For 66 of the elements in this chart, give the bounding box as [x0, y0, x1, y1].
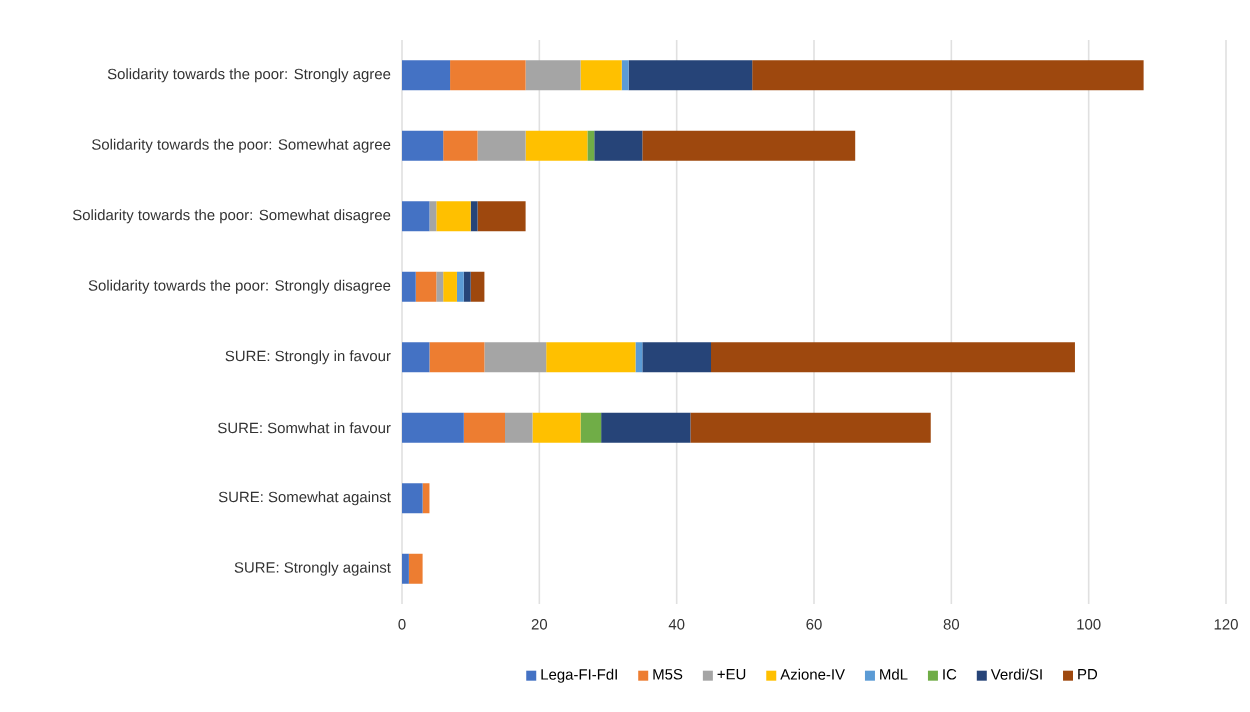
x-tick-label: 0: [398, 619, 406, 630]
bar: [463, 412, 505, 443]
legend-label: Verdi/SI: [990, 668, 1042, 680]
bar: [402, 483, 423, 514]
y-tick-label: SURE: Strongly against: [234, 561, 391, 576]
bar: [415, 271, 437, 302]
x-tick-label: 60: [806, 619, 822, 630]
bar: [456, 271, 464, 302]
bar: [436, 271, 444, 302]
bar: [402, 271, 416, 302]
y-tick-label: Solidarity towards the poor: Somewhat agree: [92, 138, 391, 153]
bar: [408, 553, 423, 584]
bar: [402, 553, 409, 584]
bar: [484, 342, 547, 373]
y-tick-label: Solidarity towards the poor: Strongly disagree: [88, 279, 391, 294]
bar: [546, 342, 636, 373]
bar: [402, 412, 464, 443]
bar: [580, 412, 602, 443]
y-tick-label: SURE: Somwhat in favour: [218, 422, 391, 434]
legend-label: M5S: [653, 668, 683, 680]
bar: [477, 130, 526, 161]
y-tick-label: SURE: Somewhat against: [218, 491, 391, 506]
y-tick-label: Solidarity towards the poor: Somewhat disagree: [72, 209, 391, 224]
legend-label: MdL: [880, 668, 908, 680]
x-tick-label: 120: [1214, 619, 1238, 630]
bar: [690, 412, 931, 443]
bar: [470, 271, 485, 302]
x-tick-label: 20: [531, 619, 548, 630]
bar: [470, 201, 478, 232]
legend-label: PD: [1078, 669, 1098, 680]
legend-label: +EU: [717, 669, 746, 680]
bar: [628, 60, 753, 91]
bar: [402, 201, 430, 232]
bar: [532, 412, 581, 443]
bar: [642, 342, 712, 373]
bar: [402, 342, 430, 373]
bar: [443, 271, 457, 302]
legend-label: IC: [943, 668, 957, 680]
bar: [594, 130, 643, 161]
legend-label: Azione-IV: [780, 668, 845, 680]
bar: [621, 60, 629, 91]
bar: [505, 412, 533, 443]
bar: [601, 412, 691, 443]
bar: [587, 130, 595, 161]
bar: [402, 60, 451, 91]
x-tick-label: 40: [668, 619, 685, 630]
y-tick-label: SURE: Strongly in favour: [225, 350, 391, 365]
bar: [642, 130, 856, 161]
bar: [711, 342, 1075, 373]
y-tick-label: Solidarity towards the poor: Strongly agree: [107, 68, 391, 83]
bar: [635, 342, 643, 373]
bar: [477, 201, 526, 232]
bar: [525, 130, 588, 161]
bar: [443, 130, 478, 161]
x-tick-label: 100: [1077, 619, 1101, 630]
bar: [436, 201, 471, 232]
bar: [450, 60, 526, 91]
bar: [402, 130, 444, 161]
bar: [429, 201, 437, 232]
x-tick-label: 80: [943, 619, 960, 630]
bar: [429, 342, 485, 373]
bar: [525, 60, 581, 91]
bar: [752, 60, 1144, 91]
bar: [463, 271, 471, 302]
legend-label: Lega-FI-FdI: [541, 668, 617, 683]
bar: [580, 60, 622, 91]
